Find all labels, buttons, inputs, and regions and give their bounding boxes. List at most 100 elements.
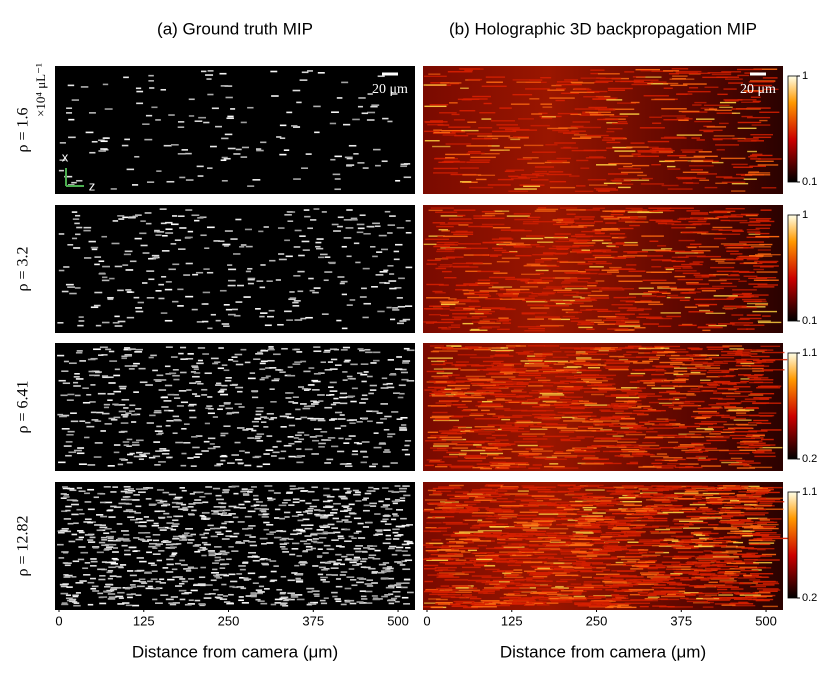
particle [66,586,72,588]
particle-streak [750,134,773,135]
particle-streak [707,384,718,385]
particle [112,551,119,553]
particle [310,419,316,421]
particle [244,465,251,467]
particle [156,170,161,172]
particle [364,371,369,373]
particle [66,594,71,596]
particle-streak [728,409,754,410]
particle-streak [740,378,749,379]
particle-streak [718,388,733,389]
particle [127,594,133,596]
particle [360,214,366,216]
particle [349,513,356,515]
particle [389,374,396,376]
particle [373,488,379,490]
particle [382,160,388,162]
particle-streak [620,424,637,425]
particle-streak [487,368,512,369]
column-title: (a) Ground truth MIP [157,19,313,38]
particle [105,548,112,550]
particle-streak [739,450,756,451]
particle [150,355,157,357]
particle-streak [642,295,656,296]
particle [228,269,236,271]
particle [317,555,323,557]
particle [188,539,195,541]
particle-streak [574,363,598,364]
particle-streak [462,323,473,324]
particle-streak [724,407,742,408]
particle [361,596,367,598]
particle [186,179,194,181]
particle [324,350,330,352]
particle-streak [492,381,512,382]
particle-streak [515,579,533,580]
particle [214,465,221,467]
particle [300,417,307,419]
particle [127,169,134,171]
particle-streak [505,572,513,573]
particle [111,419,117,421]
particle [403,554,411,556]
particle-streak [676,93,688,94]
particle-streak [749,542,774,543]
particle [260,603,267,605]
particle-streak [580,347,601,348]
particle-streak [658,223,667,224]
particle-streak [760,415,773,416]
particle [324,545,331,547]
particle-streak [554,142,576,143]
particle [165,289,172,291]
particle [372,463,378,465]
particle [276,530,281,532]
particle-streak [678,551,703,552]
particle [245,452,250,454]
particle [364,349,370,351]
particle-streak [703,606,714,607]
particle [365,493,372,495]
particle [353,490,359,492]
particle [135,594,141,596]
particle [384,429,390,431]
particle-streak [705,187,718,188]
particle [76,352,82,354]
particle [316,248,323,250]
particle [280,543,287,545]
particle [405,305,412,307]
particle-streak [523,157,539,158]
particle [77,487,82,489]
particle [61,551,68,553]
particle [363,526,369,528]
particle [298,255,305,257]
particle [295,579,303,581]
particle-streak [678,325,696,326]
particle [59,170,64,172]
particle-streak [677,134,702,135]
particle-streak [626,351,638,352]
particle [366,579,373,581]
particle [393,515,399,517]
particle-streak [547,89,564,90]
particle-streak [683,527,700,528]
particle-streak [497,320,509,321]
particle-streak [674,371,688,372]
particle [59,270,64,272]
particle [94,375,100,377]
particle [141,455,147,457]
particle [226,309,232,311]
particle [124,254,131,256]
particle [72,534,78,536]
particle-streak [496,398,505,399]
particle [67,286,75,288]
particle-streak [449,454,466,455]
particle-streak [649,402,659,403]
particle [136,440,144,442]
particle [318,443,326,445]
particle [259,510,266,512]
particle-streak [549,248,570,249]
particle [339,546,344,548]
particle [242,602,249,604]
particle [318,446,325,448]
